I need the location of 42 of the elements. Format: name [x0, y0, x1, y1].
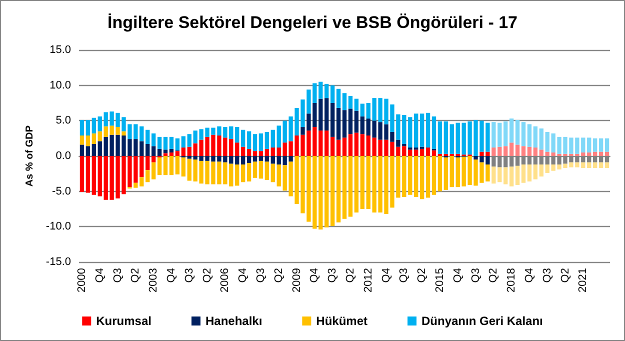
- x-tick-label: Q3: [470, 268, 482, 283]
- x-tick-label: 2018: [506, 268, 518, 292]
- y-tick-label: -15.0: [46, 256, 71, 268]
- x-tick-label: Q2: [201, 268, 214, 283]
- x-tick-label: Q4: [308, 268, 321, 283]
- legend-label: Dünyanın Geri Kalanı: [422, 314, 543, 328]
- x-tick-label: 2021: [577, 268, 590, 292]
- x-tick-label: 2009: [290, 268, 303, 292]
- y-tick-label: 5.0: [56, 114, 71, 127]
- x-tick-label: Q2: [272, 268, 285, 283]
- x-tick-label: Q4: [380, 268, 392, 283]
- y-tick-label: 0.0: [56, 150, 71, 162]
- x-tick-label: Q3: [326, 268, 339, 283]
- y-tick-label: -10.0: [46, 220, 71, 233]
- x-tick-label: Q2: [488, 268, 500, 283]
- x-tick-label: Q2: [416, 268, 428, 283]
- y-tick-label: -5.0: [52, 185, 71, 198]
- x-tick-label: Q3: [398, 268, 410, 283]
- x-tick-label: Q3: [112, 268, 124, 283]
- legend-label: Kurumsal: [96, 314, 152, 328]
- x-tick-label: Q3: [541, 268, 554, 283]
- x-tick-label: 2000: [76, 268, 88, 292]
- x-tick-label: Q2: [344, 268, 356, 283]
- x-tick-label: Q3: [254, 268, 267, 283]
- x-tick-label: Q2: [559, 268, 572, 283]
- chart-title: İngiltere Sektörel Dengeleri ve BSB Öngörüleri - 17: [107, 13, 518, 32]
- x-tick-label: 2015: [434, 268, 446, 292]
- x-tick-label: Q4: [452, 268, 464, 283]
- y-tick-label: 15.0: [50, 44, 71, 56]
- x-tick-label: Q3: [183, 268, 196, 283]
- x-tick-label: 2003: [148, 268, 160, 292]
- x-tick-label: 2012: [362, 268, 374, 292]
- y-axis-title: As % of GDP: [24, 125, 36, 187]
- x-tick-label: 2006: [219, 268, 232, 292]
- x-tick-label: Q4: [165, 268, 178, 283]
- x-tick-label: Q4: [237, 268, 250, 283]
- x-tick-label: Q2: [130, 268, 142, 283]
- legend-label: Hanehalkı: [205, 314, 262, 328]
- x-tick-label: Q4: [523, 268, 536, 283]
- x-tick-label: Q4: [94, 268, 106, 283]
- y-tick-label: 10.0: [50, 79, 71, 92]
- legend-label: Hükümet: [316, 314, 368, 328]
